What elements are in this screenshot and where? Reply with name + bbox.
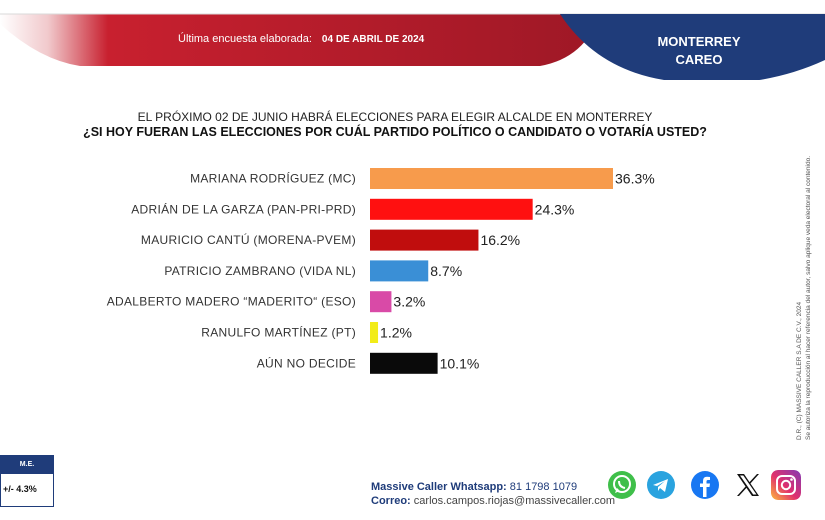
value-label: 16.2% — [480, 232, 520, 248]
bar — [370, 229, 479, 251]
question-title: ¿SI HOY FUERAN LAS ELECCIONES POR CUÁL P… — [83, 125, 707, 139]
value-label: 10.1% — [440, 355, 480, 371]
whatsapp-icon[interactable] — [607, 470, 637, 500]
copyright-note: D.R., (C) MASSIVE CALLER S.A DE C.V., 20… — [796, 156, 813, 440]
survey-date-line: Última encuesta elaborada: 04 DE ABRIL DE… — [178, 33, 424, 45]
bar — [370, 352, 438, 374]
bar — [370, 291, 392, 313]
value-label: 3.2% — [393, 294, 425, 310]
whatsapp-number[interactable]: 81 1798 1079 — [509, 481, 578, 493]
category-label: ADRIÁN DE LA GARZA (PAN-PRI-PRD) — [131, 201, 356, 216]
reproduction-line: Se autoriza la reproducción al hacer ref… — [804, 155, 812, 440]
header-banner — [0, 13, 825, 80]
value-label: 24.3% — [535, 201, 575, 217]
bar — [370, 260, 429, 282]
email-label: Correo: — [371, 495, 411, 507]
category-label: AÚN NO DECIDE — [257, 355, 356, 370]
category-label: PATRICIO ZAMBRANO (VIDA NL) — [164, 264, 356, 278]
value-label: 1.2% — [380, 325, 412, 341]
instagram-icon[interactable] — [771, 470, 801, 500]
margin-error-label: M.E. — [1, 456, 53, 474]
value-label: 36.3% — [615, 171, 655, 187]
telegram-icon[interactable] — [646, 470, 676, 500]
survey-date: 04 DE ABRIL DE 2024 — [321, 34, 425, 45]
margin-error-box: M.E. +/- 4.3% — [0, 455, 54, 507]
whatsapp-contact: Massive Caller Whatsapp: 81 1798 1079 — [371, 481, 577, 493]
value-label: 8.7% — [430, 263, 462, 279]
region-subtitle: CAREO — [675, 52, 723, 67]
email-address[interactable]: carlos.campos.riojas@massivecaller.com — [413, 495, 616, 507]
bar — [370, 168, 613, 189]
category-label: RANULFO MARTÍNEZ (PT) — [201, 325, 356, 340]
bar — [370, 198, 533, 220]
email-contact: Correo: carlos.campos.riojas@massivecall… — [371, 495, 615, 507]
survey-label: Última encuesta elaborada: — [178, 33, 312, 45]
question-intro: EL PRÓXIMO 02 DE JUNIO HABRÁ ELECCIONES … — [137, 110, 653, 124]
category-label: MARIANA RODRÍGUEZ (MC) — [190, 171, 356, 186]
x-icon[interactable] — [733, 470, 763, 500]
facebook-icon[interactable] — [690, 470, 720, 500]
category-label: MAURICIO CANTÚ (MORENA-PVEM) — [141, 232, 356, 247]
margin-error-value: +/- 4.3% — [3, 484, 37, 494]
copyright-line: D.R., (C) MASSIVE CALLER S.A DE C.V., 20… — [796, 301, 803, 440]
category-label: ADALBERTO MADERO “MADERITO“ (ESO) — [107, 295, 356, 309]
whatsapp-label: Massive Caller Whatsapp: — [371, 481, 507, 493]
bar — [370, 322, 379, 343]
region-title: MONTERREY — [657, 34, 741, 49]
